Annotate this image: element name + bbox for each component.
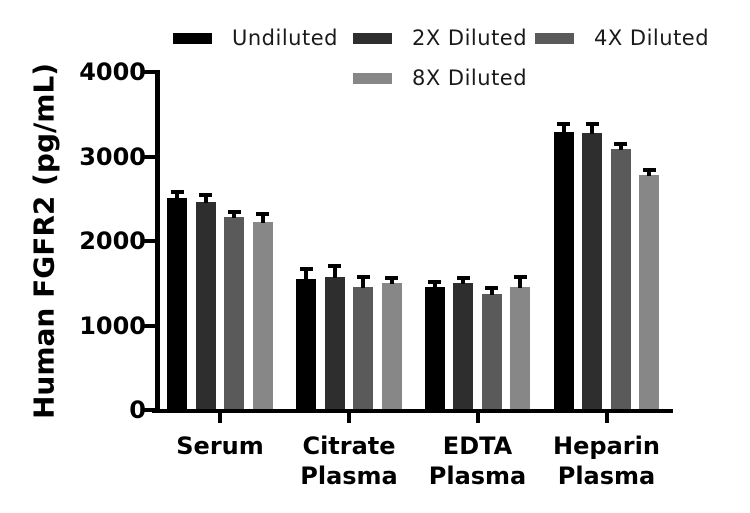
- error-bar-stem-edta-plasma-2x-diluted: [461, 278, 466, 285]
- x-axis-label-citrate-plasma: Citrate Plasma: [300, 432, 398, 490]
- error-bar-stem-heparin-plasma-4x-diluted: [618, 143, 623, 150]
- y-axis-tick-label-4000: 4000: [79, 58, 146, 86]
- x-axis-label-serum: Serum: [176, 432, 264, 460]
- bar-citrate-plasma-4x-diluted: [353, 286, 374, 411]
- legend-item-undiluted: Undiluted: [173, 26, 338, 50]
- y-axis-tick-3000: [142, 154, 156, 159]
- y-axis-tick-label-2000: 2000: [79, 227, 146, 255]
- y-axis-tick-1000: [142, 323, 156, 328]
- x-axis-tick-edta-plasma: [475, 413, 480, 423]
- x-axis-tick-citrate-plasma: [347, 413, 351, 423]
- bar-heparin-plasma-8x-diluted: [639, 174, 660, 411]
- error-bar-cap-serum-8x-diluted: [256, 212, 270, 217]
- legend-swatch-2x-diluted: [353, 32, 392, 44]
- bar-edta-plasma-4x-diluted: [481, 294, 502, 411]
- legend-swatch-8x-diluted: [353, 72, 392, 84]
- bar-heparin-plasma-2x-diluted: [582, 132, 603, 411]
- y-axis-title: Human FGFR2 (pg/mL): [27, 62, 61, 420]
- error-bar-cap-citrate-plasma-undiluted: [299, 267, 313, 272]
- legend-label-8x-diluted: 8X Diluted: [412, 66, 528, 90]
- x-axis-label-edta-plasma: EDTA Plasma: [428, 432, 527, 490]
- bar-serum-undiluted: [167, 197, 188, 411]
- x-axis-tick-serum: [218, 413, 222, 423]
- error-bar-cap-citrate-plasma-8x-diluted: [385, 276, 399, 281]
- error-bar-stem-citrate-plasma-4x-diluted: [361, 277, 366, 288]
- error-bar-stem-serum-2x-diluted: [203, 194, 208, 203]
- error-bar-cap-citrate-plasma-4x-diluted: [356, 275, 370, 280]
- legend-label-undiluted: Undiluted: [232, 26, 338, 50]
- error-bar-stem-citrate-plasma-2x-diluted: [332, 266, 337, 279]
- error-bar-stem-heparin-plasma-2x-diluted: [590, 124, 595, 134]
- error-bar-cap-heparin-plasma-4x-diluted: [614, 141, 628, 146]
- x-axis-tick-heparin-plasma: [604, 413, 609, 423]
- error-bar-cap-heparin-plasma-8x-diluted: [642, 167, 656, 172]
- bar-edta-plasma-undiluted: [424, 286, 445, 411]
- error-bar-stem-citrate-plasma-undiluted: [304, 269, 309, 280]
- error-bar-stem-edta-plasma-8x-diluted: [518, 276, 523, 289]
- legend-label-2x-diluted: 2X Diluted: [412, 26, 528, 50]
- x-axis-line: [152, 409, 673, 413]
- y-axis-line: [155, 70, 160, 413]
- error-bar-cap-heparin-plasma-2x-diluted: [585, 122, 599, 127]
- bar-serum-4x-diluted: [224, 217, 245, 411]
- bar-citrate-plasma-2x-diluted: [324, 277, 345, 411]
- error-bar-cap-serum-2x-diluted: [199, 192, 213, 197]
- legend-swatch-4x-diluted: [535, 32, 574, 44]
- error-bar-stem-edta-plasma-undiluted: [432, 281, 437, 288]
- legend-swatch-undiluted: [173, 32, 212, 44]
- bar-citrate-plasma-undiluted: [296, 279, 317, 411]
- bar-edta-plasma-8x-diluted: [510, 287, 531, 411]
- bar-serum-2x-diluted: [195, 201, 216, 411]
- bar-heparin-plasma-4x-diluted: [610, 148, 631, 411]
- y-axis-tick-label-3000: 3000: [79, 142, 146, 171]
- error-bar-stem-citrate-plasma-8x-diluted: [389, 278, 394, 285]
- x-axis-label-heparin-plasma: Heparin Plasma: [553, 432, 660, 490]
- error-bar-stem-serum-4x-diluted: [232, 211, 237, 219]
- error-bar-cap-edta-plasma-2x-diluted: [456, 276, 470, 281]
- error-bar-cap-edta-plasma-undiluted: [428, 279, 442, 284]
- error-bar-stem-serum-undiluted: [175, 192, 180, 199]
- y-axis-tick-4000: [142, 70, 156, 74]
- error-bar-stem-edta-plasma-4x-diluted: [489, 288, 494, 296]
- y-axis-tick-2000: [142, 239, 156, 243]
- error-bar-stem-heparin-plasma-undiluted: [561, 123, 566, 133]
- error-bar-stem-serum-8x-diluted: [260, 214, 265, 223]
- bar-edta-plasma-2x-diluted: [453, 283, 474, 411]
- error-bar-cap-heparin-plasma-undiluted: [557, 121, 571, 126]
- error-bar-cap-serum-undiluted: [170, 190, 184, 195]
- bar-heparin-plasma-undiluted: [553, 131, 574, 411]
- y-axis-tick-label-1000: 1000: [79, 311, 146, 340]
- error-bar-cap-serum-4x-diluted: [227, 209, 241, 214]
- legend-item-8x-diluted: 8X Diluted: [353, 66, 528, 90]
- error-bar-cap-edta-plasma-8x-diluted: [513, 274, 527, 279]
- legend-label-4x-diluted: 4X Diluted: [594, 26, 710, 50]
- y-axis-tick-0: [142, 408, 156, 412]
- y-axis-tick-label-0: 0: [129, 396, 146, 424]
- legend-item-4x-diluted: 4X Diluted: [535, 26, 710, 50]
- error-bar-stem-heparin-plasma-8x-diluted: [647, 169, 652, 176]
- error-bar-cap-citrate-plasma-2x-diluted: [328, 264, 342, 269]
- bar-citrate-plasma-8x-diluted: [381, 283, 402, 411]
- bar-serum-8x-diluted: [252, 221, 273, 411]
- error-bar-cap-edta-plasma-4x-diluted: [485, 286, 499, 291]
- legend-item-2x-diluted: 2X Diluted: [353, 26, 528, 50]
